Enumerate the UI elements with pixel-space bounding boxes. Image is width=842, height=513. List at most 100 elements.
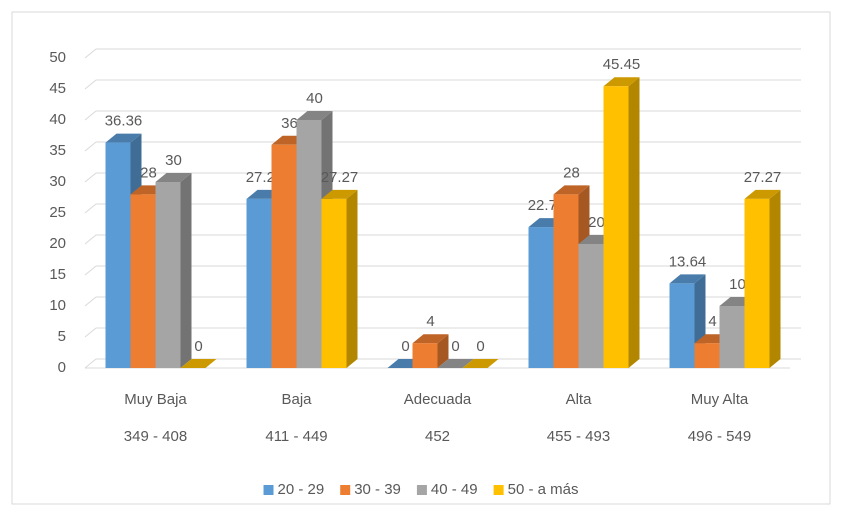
data-label: 20 — [588, 214, 605, 231]
bar-top — [296, 111, 333, 120]
data-label: 13.64 — [669, 253, 707, 270]
grid-line-side — [84, 172, 97, 183]
data-label: 10 — [729, 276, 746, 293]
data-label: 36.36 — [105, 113, 143, 130]
grid-line-side — [84, 327, 97, 338]
grid-line-side — [84, 358, 97, 369]
bar-front — [321, 198, 347, 368]
y-tick-label: 20 — [49, 235, 66, 252]
y-tick-label: 30 — [49, 173, 66, 190]
x-range-label: 452 — [425, 428, 450, 445]
bar-top — [669, 274, 706, 284]
bar-top — [603, 77, 640, 87]
bar-top — [155, 173, 192, 182]
bar-top — [462, 359, 499, 368]
grid-line-side — [84, 234, 97, 245]
data-label: 28 — [140, 164, 157, 181]
bar — [744, 189, 781, 368]
bar-front — [553, 194, 579, 368]
legend-swatch — [416, 485, 427, 495]
bar-front — [271, 144, 297, 368]
bar — [437, 359, 474, 368]
bar-side — [346, 189, 358, 368]
bar — [462, 359, 499, 368]
y-tick-label: 25 — [49, 204, 66, 221]
data-label: 0 — [194, 338, 202, 355]
bar-side — [769, 189, 781, 368]
data-label: 27.27 — [744, 169, 782, 186]
grid-line-side — [84, 79, 97, 90]
y-tick-label: 5 — [58, 328, 66, 345]
data-label: 4 — [426, 313, 434, 330]
bar-front — [130, 194, 156, 368]
bar-front — [296, 120, 322, 368]
bar — [180, 359, 217, 368]
bar — [603, 77, 640, 369]
y-tick-label: 50 — [49, 49, 66, 66]
bar-side — [437, 334, 449, 368]
legend-label: 40 - 49 — [431, 481, 478, 498]
data-label: 40 — [306, 90, 323, 107]
bar-side — [628, 77, 640, 369]
bar-top — [437, 359, 474, 368]
legend-label: 30 - 39 — [354, 481, 401, 498]
x-tick-label: Baja — [281, 391, 312, 408]
bar — [669, 274, 706, 368]
y-tick-label: 35 — [49, 142, 66, 159]
bar-front — [412, 343, 438, 368]
grid-line-side — [84, 141, 97, 152]
bar-front — [105, 142, 131, 368]
bar — [321, 189, 358, 368]
bar-top — [412, 334, 449, 344]
bar-front — [155, 182, 181, 368]
y-tick-label: 40 — [49, 111, 66, 128]
bar-top — [744, 189, 781, 199]
bar-front — [603, 86, 629, 369]
x-range-label: 496 - 549 — [688, 428, 751, 445]
bar-front — [694, 343, 720, 368]
grid-line-side — [84, 265, 97, 276]
data-label: 27.27 — [321, 169, 359, 186]
x-range-label: 349 - 408 — [124, 428, 187, 445]
x-tick-label: Adecuada — [404, 391, 472, 408]
data-label: 0 — [401, 338, 409, 355]
bar-front — [669, 283, 695, 368]
legend-swatch — [263, 485, 274, 495]
bar — [155, 173, 192, 368]
data-label: 45.45 — [603, 56, 641, 73]
bar-top — [321, 189, 358, 199]
data-label: 30 — [165, 152, 182, 169]
x-range-label: 455 - 493 — [547, 428, 610, 445]
bar-front — [246, 198, 272, 368]
x-tick-label: Muy Baja — [124, 391, 187, 408]
legend-label: 20 - 29 — [278, 481, 325, 498]
legend-swatch — [340, 485, 351, 495]
legend-label: 50 - a más — [508, 481, 579, 498]
bar-top — [180, 359, 217, 368]
bar — [412, 334, 449, 368]
grid-line-side — [84, 110, 97, 121]
data-label: 0 — [451, 338, 459, 355]
data-label: 4 — [708, 313, 716, 330]
grid-line-side — [84, 203, 97, 214]
x-tick-label: Alta — [566, 391, 593, 408]
bar-front — [744, 198, 770, 368]
bar-front — [719, 306, 745, 368]
y-tick-label: 0 — [58, 359, 66, 376]
grid-line-side — [84, 48, 97, 59]
bar-top — [553, 185, 590, 195]
bar-side — [180, 173, 192, 368]
y-tick-label: 10 — [49, 297, 66, 314]
data-label: 36 — [281, 115, 298, 132]
bar-front — [528, 227, 554, 368]
data-label: 0 — [476, 338, 484, 355]
y-tick-label: 15 — [49, 266, 66, 283]
grid-line-side — [84, 296, 97, 307]
legend-swatch — [493, 485, 504, 495]
bar-front — [578, 244, 604, 368]
y-tick-label: 45 — [49, 80, 66, 97]
data-label: 28 — [563, 164, 580, 181]
x-tick-label: Muy Alta — [691, 391, 749, 408]
x-range-label: 411 - 449 — [265, 428, 327, 445]
